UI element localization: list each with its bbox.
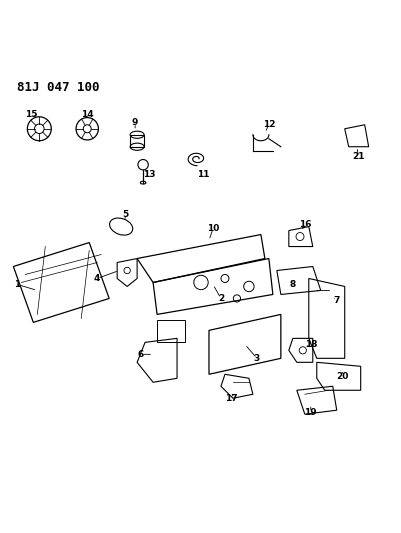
- Text: 21: 21: [352, 152, 364, 161]
- Text: 17: 17: [224, 394, 237, 403]
- Text: 15: 15: [25, 110, 37, 119]
- Text: 14: 14: [81, 110, 93, 119]
- Text: 3: 3: [253, 354, 259, 363]
- Text: 2: 2: [217, 294, 223, 303]
- Text: 6: 6: [138, 350, 144, 359]
- Bar: [130, 135, 144, 147]
- Text: 18: 18: [304, 340, 316, 349]
- Text: 11: 11: [196, 170, 209, 179]
- Text: 1: 1: [14, 280, 20, 289]
- Text: 12: 12: [262, 120, 274, 130]
- Text: 19: 19: [304, 408, 316, 417]
- Text: 81J 047 100: 81J 047 100: [17, 81, 99, 94]
- Text: 16: 16: [298, 220, 310, 229]
- Text: 9: 9: [132, 118, 138, 127]
- Text: 5: 5: [122, 210, 128, 219]
- Text: 20: 20: [336, 372, 348, 381]
- Text: 7: 7: [333, 296, 339, 305]
- Bar: [157, 320, 184, 342]
- Text: 13: 13: [142, 170, 155, 179]
- Text: 10: 10: [206, 224, 219, 233]
- Text: 4: 4: [94, 274, 100, 283]
- Text: 8: 8: [289, 280, 295, 289]
